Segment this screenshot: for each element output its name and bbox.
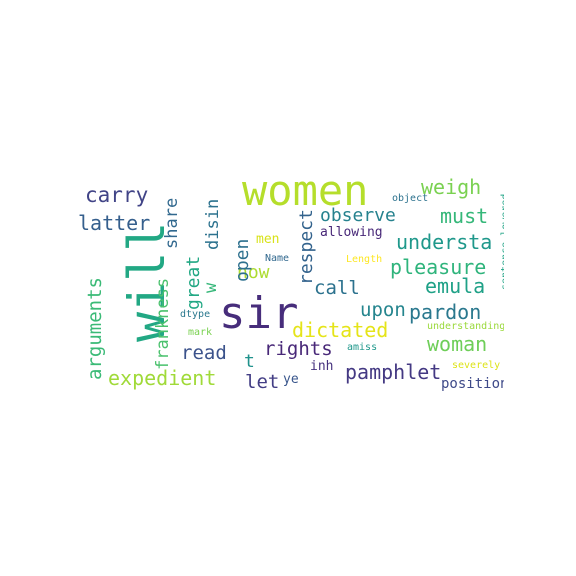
word-rights: rights — [264, 338, 333, 360]
word-pardon: pardon — [409, 300, 482, 324]
word-observe: observe — [320, 205, 396, 226]
word-t: t — [244, 351, 255, 372]
word-latter: latter — [78, 211, 151, 235]
word-women: women — [242, 170, 369, 215]
word-severely: severely — [452, 360, 501, 371]
word-amiss: amiss — [347, 342, 378, 353]
word-open: open — [232, 238, 253, 282]
word-sir: sir — [219, 288, 299, 339]
word-frankness: frankness — [153, 277, 173, 370]
word-allowing: allowing — [320, 225, 383, 240]
word-woman: woman — [427, 332, 488, 356]
word-object: object — [392, 193, 429, 204]
word-share: share — [162, 197, 182, 249]
word-upon: upon — [360, 299, 406, 321]
word-carry: carry — [85, 183, 149, 207]
word-pleasure: pleasure — [390, 255, 487, 279]
word-read: read — [181, 342, 227, 364]
word-w: w — [201, 282, 221, 293]
word-disin: disin — [203, 198, 223, 250]
word-length: Length — [346, 254, 383, 265]
word-mark: mark — [188, 327, 213, 338]
word-now: now — [237, 262, 270, 283]
word-cloud: women sir will rights dictated carry latter sha… — [72, 170, 504, 400]
word-sentence-lowered: sentence_lowered — [500, 193, 504, 290]
word-arguments: arguments — [84, 277, 106, 380]
word-must: must — [440, 204, 489, 228]
word-emula: emula — [425, 274, 486, 298]
word-pamphlet: pamphlet — [345, 360, 442, 384]
word-inh: inh — [310, 359, 334, 374]
word-respect: respect — [296, 209, 317, 285]
word-let: let — [245, 371, 280, 393]
word-understa: understa — [396, 230, 493, 254]
word-expedient: expedient — [108, 366, 217, 390]
word-dictated: dictated — [292, 318, 389, 342]
word-ye: ye — [283, 372, 299, 387]
word-position: position — [441, 376, 504, 392]
word-call: call — [314, 277, 360, 299]
word-name: Name — [265, 253, 290, 264]
word-understanding: understanding — [427, 321, 504, 332]
word-weigh: weigh — [421, 175, 482, 199]
word-dtype: dtype — [180, 309, 211, 320]
word-men: men — [256, 232, 280, 247]
